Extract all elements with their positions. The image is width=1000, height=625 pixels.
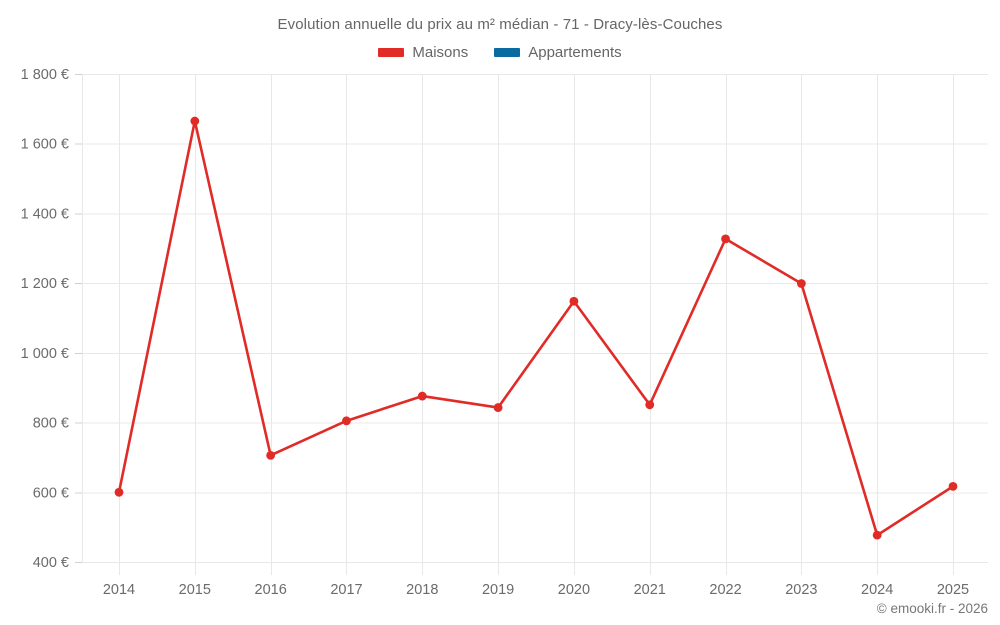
y-axis-ticks: [75, 74, 82, 563]
series-maisons: 2014 : 600 2015 : 1665 2016 : 706 2017 : 80…: [114, 116, 958, 540]
data-point[interactable]: 2020 : 1148: [569, 296, 579, 306]
legend-label-appartements: Appartements: [528, 44, 622, 61]
x-tick-label: 2021: [634, 582, 666, 598]
x-tick-label: 2024: [861, 582, 893, 598]
data-point[interactable]: 2017 : 805: [342, 416, 351, 426]
data-point[interactable]: 2022 : 1327: [721, 234, 730, 244]
y-tick-label: 1 400 €: [21, 206, 69, 222]
data-point[interactable]: 2018 : 876: [417, 391, 427, 401]
data-point[interactable]: 2024 : 477: [872, 530, 882, 540]
y-tick-label: 800 €: [33, 416, 69, 432]
y-tick-label: 600 €: [33, 485, 69, 501]
x-tick-label: 2020: [558, 582, 590, 598]
page-title: Evolution annuelle du prix au m² médian …: [277, 16, 723, 33]
y-tick-label: 1 800 €: [21, 67, 69, 83]
data-point[interactable]: 2019 : 843: [493, 403, 503, 412]
legend-swatch-maisons: [378, 48, 405, 57]
gridlines-vertical: [82, 74, 954, 575]
legend-label-maisons: Maisons: [412, 44, 469, 61]
copyright-credit: © emooki.fr - 2026: [876, 601, 988, 616]
x-tick-label: 2016: [255, 582, 287, 598]
x-tick-label: 2018: [406, 582, 438, 598]
y-tick-label: 1 200 €: [21, 276, 69, 292]
x-tick-label: 2015: [179, 582, 211, 598]
chart-legend: Maisons Appartements: [0, 44, 1000, 61]
x-tick-label: 2022: [709, 582, 741, 598]
gridlines-horizontal: [82, 74, 988, 563]
data-point[interactable]: 2014 : 600: [114, 487, 124, 497]
data-point[interactable]: 2023 : 1199: [796, 279, 806, 288]
y-tick-label: 1 000 €: [21, 346, 69, 362]
data-point[interactable]: 2025 : 617: [948, 481, 958, 491]
x-axis-labels: 2014 2015 2016 2017 2018 2019 2020 2021 2022 2023…: [103, 582, 969, 598]
x-tick-label: 2025: [937, 582, 969, 598]
legend-swatch-appartements: [494, 48, 521, 57]
data-point[interactable]: 2021 : 851: [645, 400, 655, 410]
x-tick-label: 2017: [330, 582, 362, 598]
y-tick-label: 1 600 €: [21, 137, 69, 153]
x-tick-label: 2019: [482, 582, 514, 598]
x-tick-label: 2023: [785, 582, 817, 598]
x-tick-label: 2014: [103, 582, 135, 598]
legend-item-maisons[interactable]: Maisons: [378, 44, 468, 61]
data-point[interactable]: 2015 : 1665: [190, 116, 200, 126]
data-point[interactable]: 2016 : 706: [266, 450, 276, 460]
series-line-maisons: [117, 119, 955, 537]
legend-item-appartements[interactable]: Appartements: [494, 44, 622, 61]
y-tick-label: 400 €: [33, 555, 69, 571]
y-axis-labels: 1 800 € 1 600 € 1 400 € 1 200 € 1 000 € 800 €…: [21, 67, 69, 571]
